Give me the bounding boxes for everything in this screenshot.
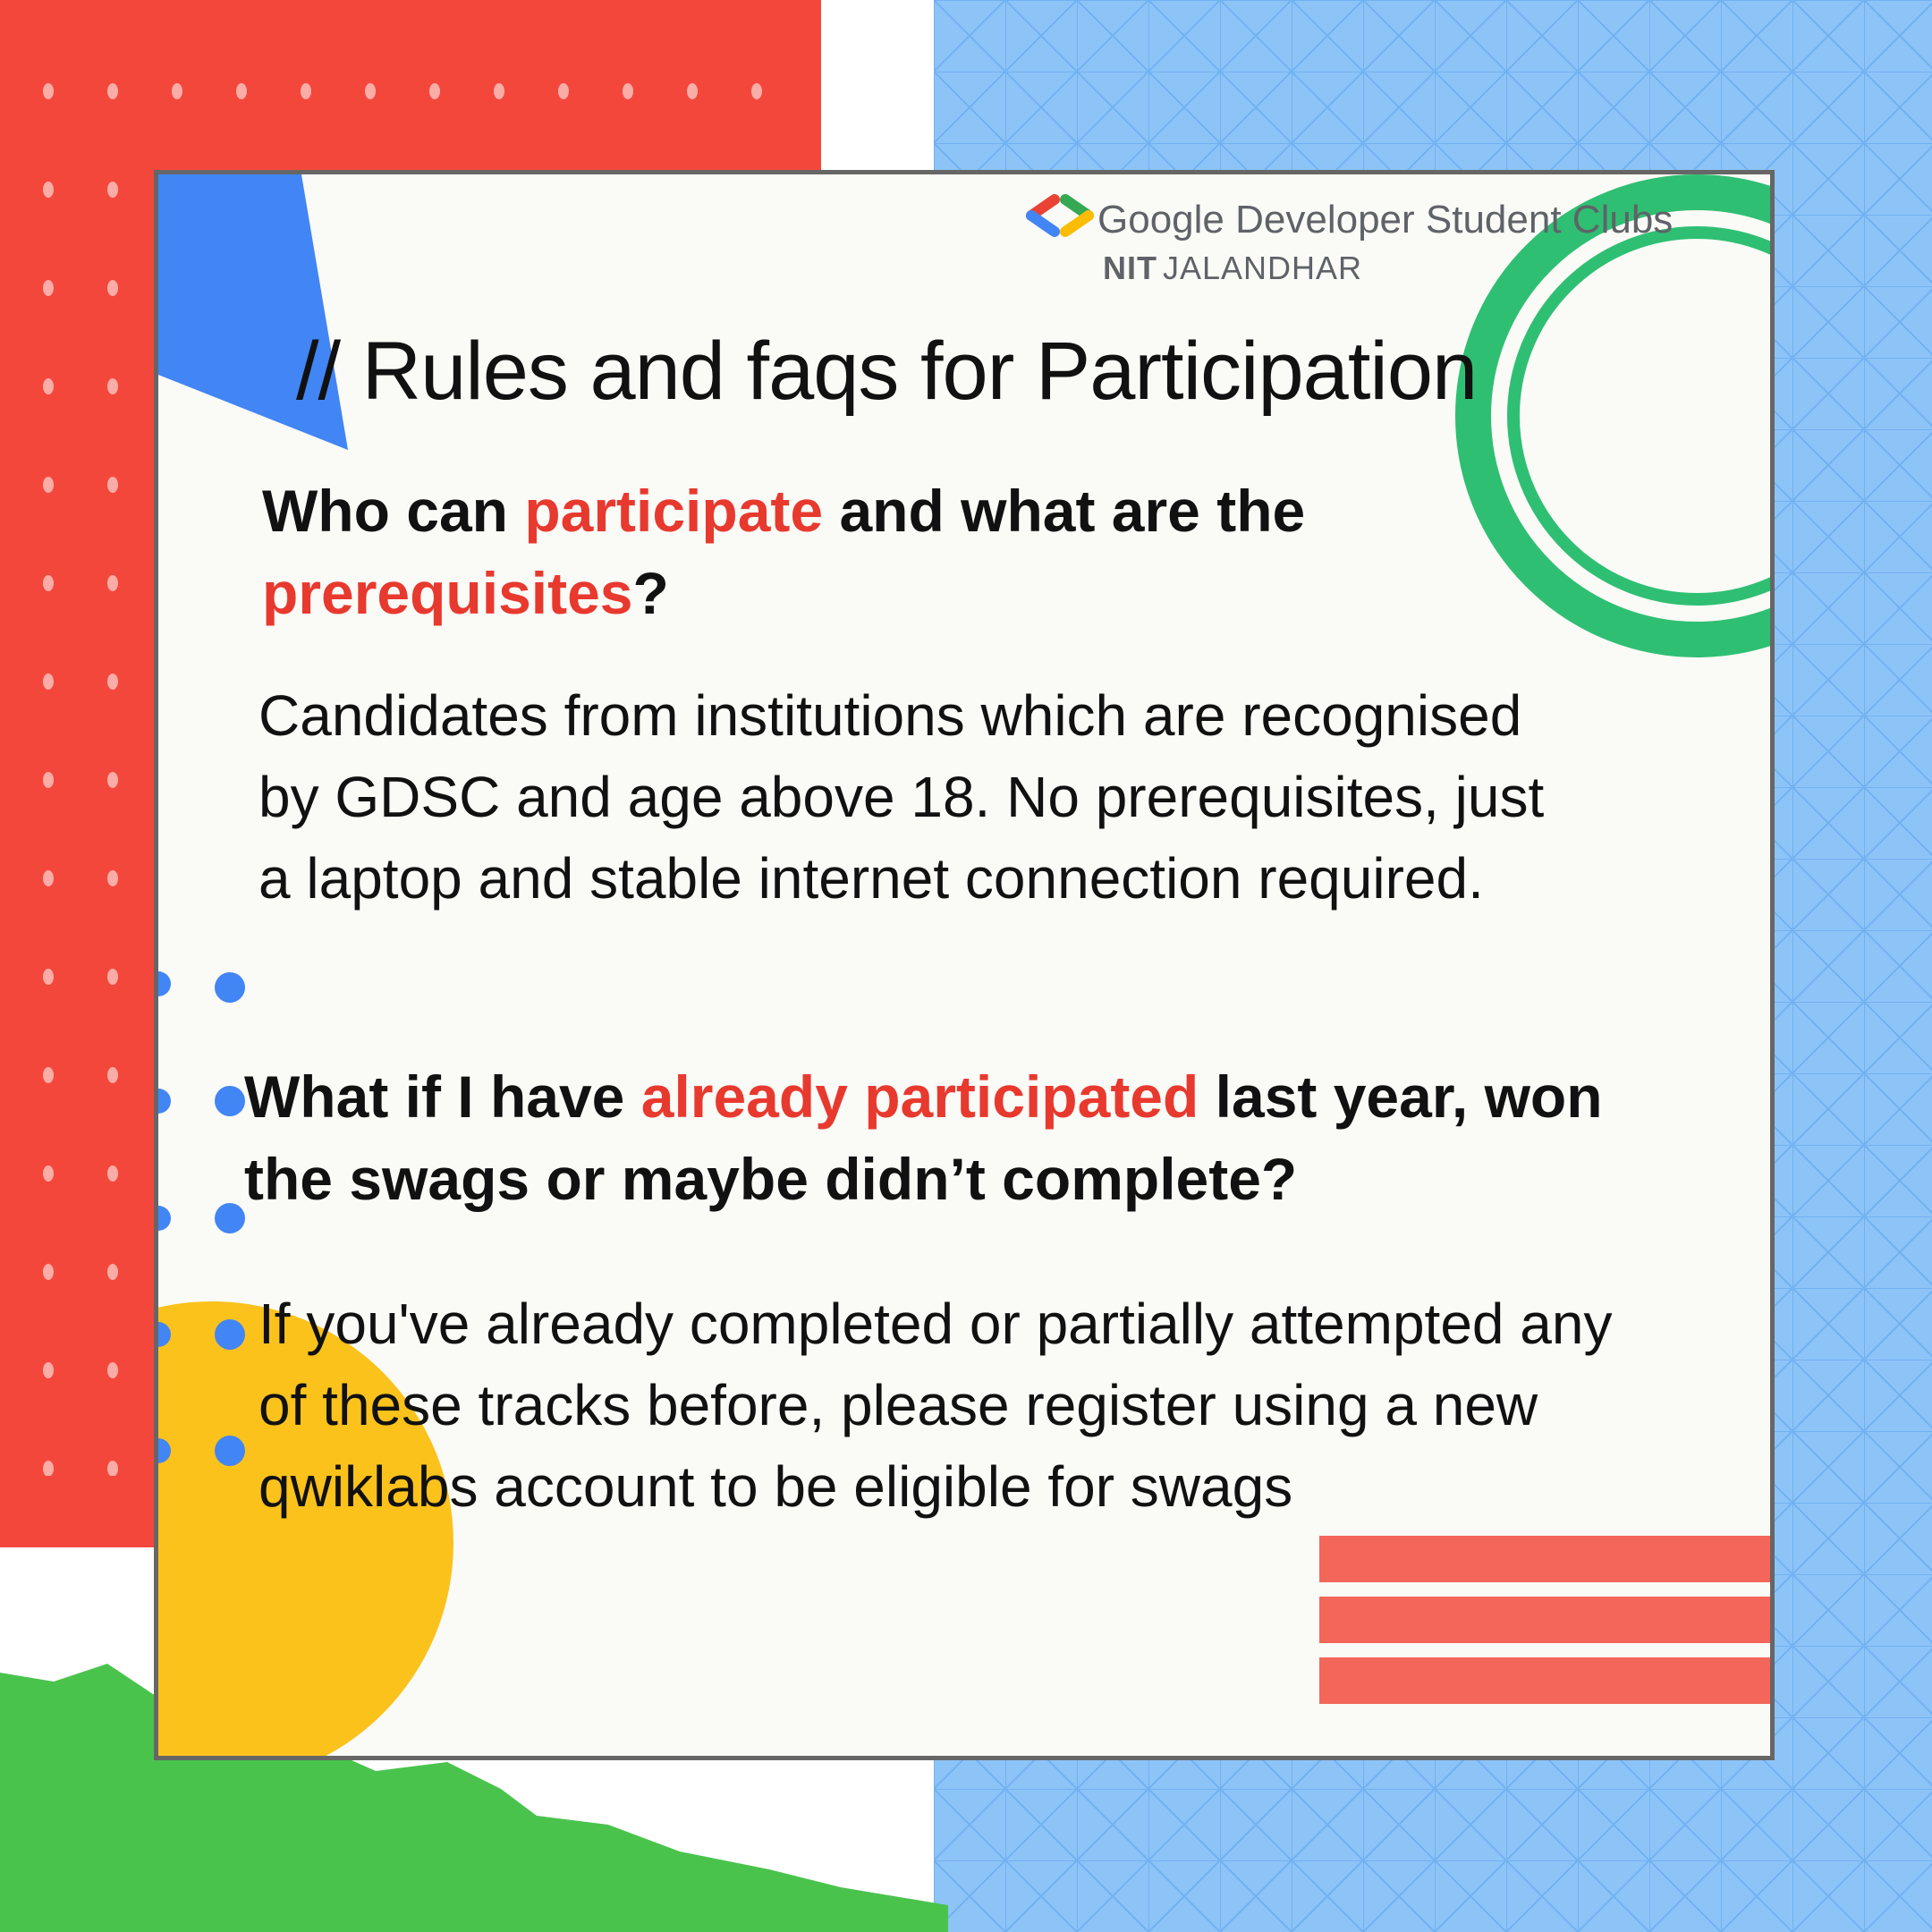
red-panel-dot bbox=[107, 477, 118, 493]
content-card: Google Developer Student Clubs NIT JALAND… bbox=[154, 170, 1775, 1760]
red-panel-dot-grid bbox=[43, 83, 762, 1476]
red-panel-dot bbox=[43, 1461, 54, 1476]
q2-part-3: last year, won the swags or maybe didn’t… bbox=[244, 1063, 1603, 1212]
q2-part-1: What if I have bbox=[244, 1063, 641, 1130]
red-panel-dot bbox=[43, 378, 54, 394]
red-panel-dot bbox=[43, 1264, 54, 1280]
red-panel-dot bbox=[43, 575, 54, 591]
gdsc-logo: Google Developer Student Clubs NIT JALAND… bbox=[1024, 194, 1673, 286]
red-panel-dot bbox=[107, 1165, 118, 1182]
red-panel-dot bbox=[107, 1264, 118, 1280]
q1-part-5: ? bbox=[632, 560, 669, 626]
red-panel-dot bbox=[107, 280, 118, 296]
red-panel-dot bbox=[107, 575, 118, 591]
red-panel-dot bbox=[43, 182, 54, 198]
chapter-name-bold: NIT bbox=[1103, 250, 1157, 286]
chapter-name-rest: JALANDHAR bbox=[1163, 250, 1363, 286]
yellow-circle-shape bbox=[158, 1301, 453, 1756]
red-panel-dot bbox=[107, 378, 118, 394]
faq-question-1: Who can participate and what are the pre… bbox=[262, 470, 1514, 634]
red-panel-dot bbox=[43, 1362, 54, 1378]
red-panel-dot bbox=[43, 870, 54, 886]
q1-part-1: Who can bbox=[262, 478, 525, 544]
faq-answer-2: If you've already completed or partially… bbox=[258, 1292, 1613, 1519]
chapter-name: NIT JALANDHAR bbox=[1103, 250, 1362, 287]
red-panel-dot bbox=[107, 870, 118, 886]
red-panel-dot bbox=[43, 477, 54, 493]
red-panel-dot bbox=[751, 83, 762, 99]
red-panel-dot bbox=[107, 1067, 118, 1083]
gdsc-brackets-icon bbox=[1026, 194, 1094, 237]
red-panel-dot bbox=[301, 83, 311, 99]
coral-stripes-decoration bbox=[1319, 1536, 1770, 1718]
red-panel-dot bbox=[623, 83, 633, 99]
red-panel-dot bbox=[494, 83, 504, 99]
coral-stripe bbox=[1319, 1536, 1770, 1582]
blue-dot-column bbox=[158, 971, 245, 1466]
red-panel-dot bbox=[43, 280, 54, 296]
green-ring-shape bbox=[1455, 174, 1770, 657]
page-title: // Rules and faqs for Participation bbox=[296, 326, 1478, 417]
q1-part-3: and what are the bbox=[823, 478, 1306, 544]
red-panel-dot bbox=[43, 772, 54, 788]
red-panel-dot bbox=[172, 83, 182, 99]
red-panel-dot bbox=[43, 969, 54, 985]
red-panel-dot bbox=[236, 83, 247, 99]
brand-name: Google Developer Student Clubs bbox=[1097, 198, 1674, 242]
faq-answer-1: Candidates from institutions which are r… bbox=[258, 683, 1545, 911]
q2-highlight-already-participated: already participated bbox=[640, 1063, 1199, 1130]
red-panel-dot bbox=[687, 83, 698, 99]
coral-stripe bbox=[1319, 1657, 1770, 1704]
green-ring-inner-shape bbox=[1507, 226, 1770, 606]
red-panel-dot bbox=[107, 1362, 118, 1378]
red-panel-dot bbox=[107, 1461, 118, 1476]
red-panel-dot bbox=[429, 83, 440, 99]
red-panel-dot bbox=[107, 969, 118, 985]
red-panel-dot bbox=[43, 674, 54, 690]
red-panel-dot bbox=[365, 83, 376, 99]
red-panel-dot bbox=[558, 83, 569, 99]
q1-highlight-participate: participate bbox=[524, 478, 824, 544]
red-panel-dot bbox=[43, 83, 54, 99]
card-decorations bbox=[158, 174, 1770, 1756]
blue-triangle-shape bbox=[158, 174, 348, 450]
red-panel-dot bbox=[43, 1067, 54, 1083]
red-panel-dot bbox=[107, 674, 118, 690]
red-panel-dot bbox=[107, 772, 118, 788]
red-panel-dot bbox=[107, 182, 118, 198]
q1-highlight-prerequisites: prerequisites bbox=[262, 560, 633, 626]
red-panel-dot bbox=[43, 1165, 54, 1182]
faq-question-2: What if I have already participated last… bbox=[244, 1055, 1657, 1220]
coral-stripe bbox=[1319, 1597, 1770, 1643]
red-panel-dot bbox=[107, 83, 118, 99]
